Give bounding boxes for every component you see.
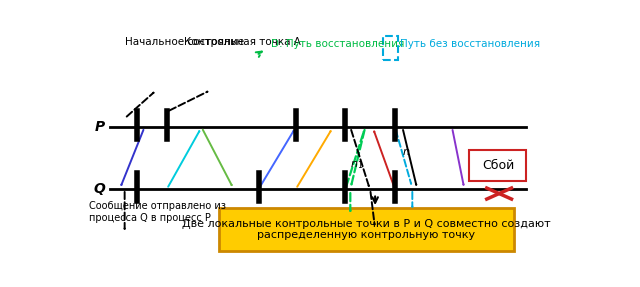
- Text: Q: Q: [93, 182, 105, 196]
- Text: Две локальные контрольные точки в P и Q совместно создают
распределенную контрол: Две локальные контрольные точки в P и Q …: [182, 219, 551, 240]
- Text: $n$: $n$: [402, 147, 410, 157]
- Text: $n_1$: $n_1$: [350, 159, 364, 171]
- Text: D: Путь восстановления: D: Путь восстановления: [271, 39, 404, 49]
- FancyBboxPatch shape: [469, 150, 527, 181]
- FancyBboxPatch shape: [219, 208, 514, 251]
- Text: Начальное состояние: Начальное состояние: [125, 37, 244, 47]
- Text: Сбой: Сбой: [482, 160, 515, 172]
- Text: Сообщение отправлено из
процесса Q в процесс P: Сообщение отправлено из процесса Q в про…: [89, 201, 226, 223]
- Text: Контрольная точка A: Контрольная точка A: [184, 37, 301, 47]
- Text: Путь без восстановления: Путь без восстановления: [400, 39, 540, 49]
- Text: P: P: [95, 120, 105, 134]
